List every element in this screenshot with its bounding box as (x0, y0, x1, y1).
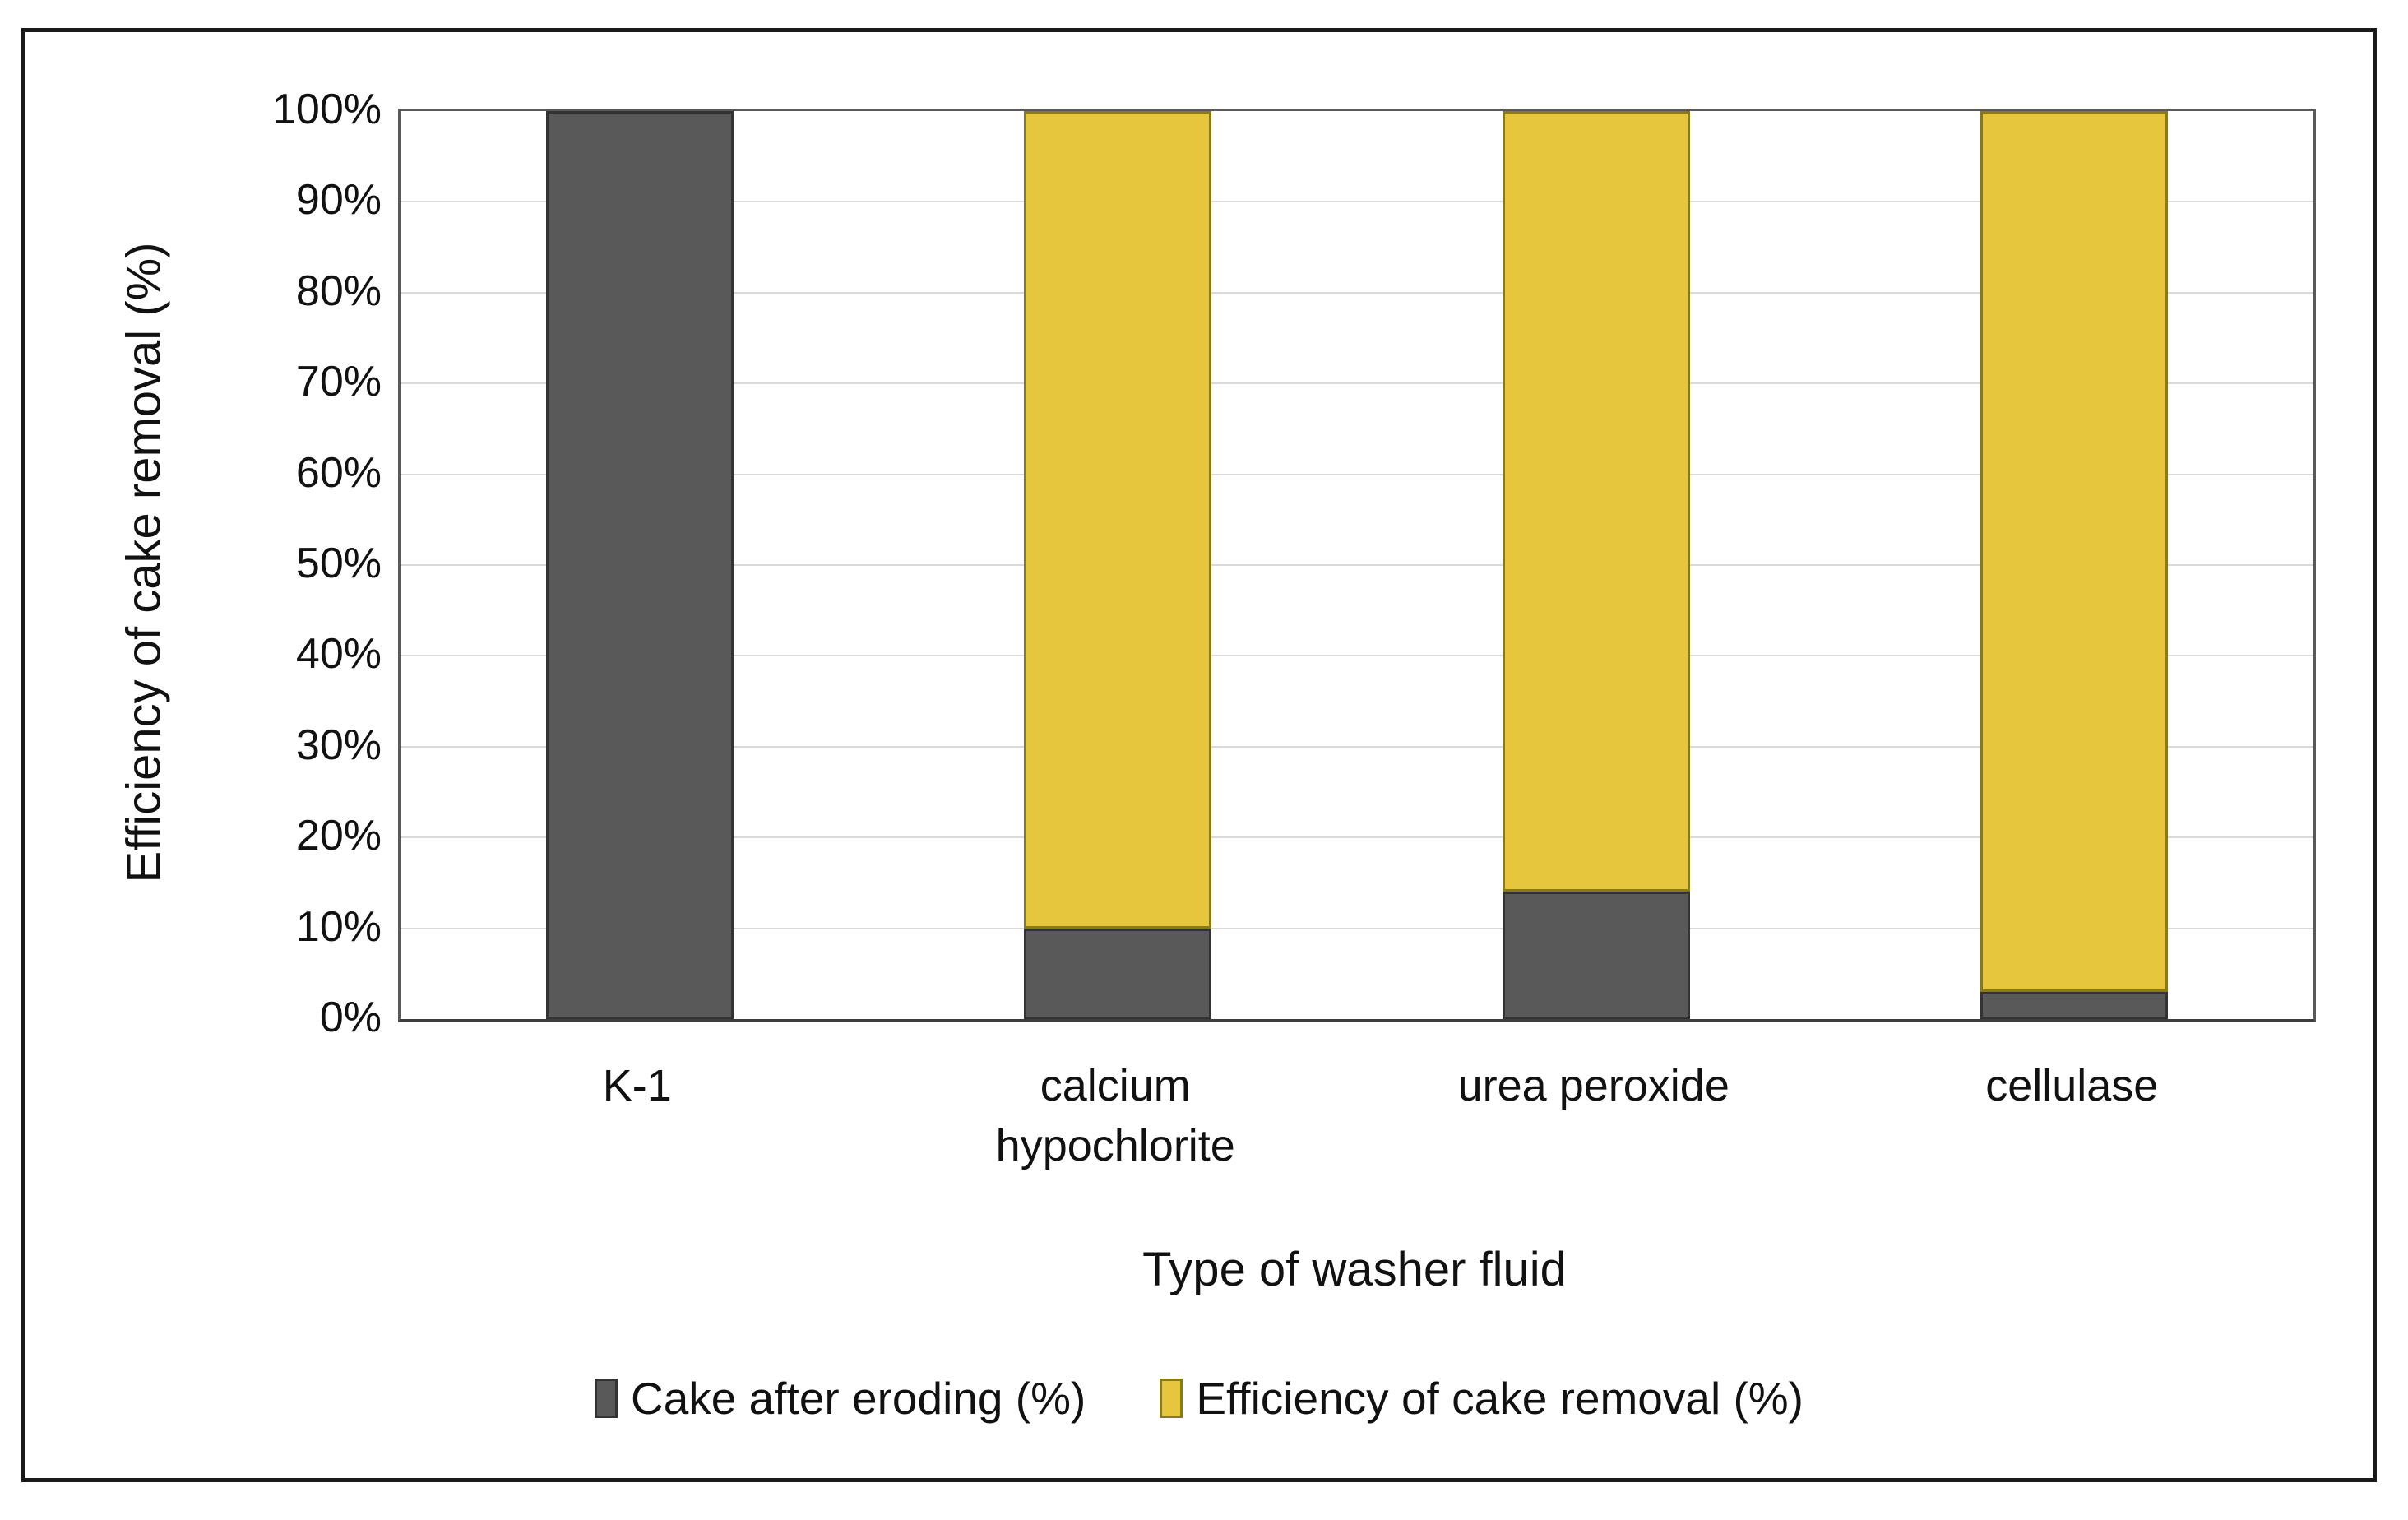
y-tick-label-90: 90% (295, 176, 382, 225)
x-category-label: calcium hypochlorite (995, 1061, 1235, 1170)
y-axis-title: Efficiency of cake removal (%) (117, 242, 171, 883)
bar-segment (1024, 111, 1212, 929)
legend: Cake after eroding (%) Efficiency of cake… (21, 1372, 2377, 1425)
bar-segment (1502, 111, 1690, 892)
gridline-40 (401, 655, 2313, 657)
y-tick-label-60: 60% (295, 448, 382, 497)
gridline-50 (401, 564, 2313, 566)
x-category-label: urea peroxide (1457, 1061, 1730, 1110)
x-category-label: K-1 (602, 1061, 672, 1110)
y-tick-label-100: 100% (272, 86, 382, 133)
legend-item: Efficiency of cake removal (%) (1160, 1372, 1804, 1425)
bar-segment (545, 111, 734, 1019)
legend-marker-swatch (1160, 1379, 1183, 1418)
gridline-10 (401, 927, 2313, 929)
y-tick-label-10: 10% (295, 902, 382, 951)
y-tick-label-0: 0% (319, 994, 382, 1041)
y-tick-label-40: 40% (295, 630, 382, 679)
x-category-label: cellulase (1985, 1061, 2159, 1110)
bar-segment (1980, 111, 2169, 992)
x-axis-title: Type of washer fluid (1142, 1243, 1567, 1296)
legend-label: Efficiency of cake removal (%) (1196, 1373, 1804, 1424)
bar-segment (1024, 928, 1212, 1019)
gridline-30 (401, 745, 2313, 748)
gridline-90 (401, 201, 2313, 203)
gridline-80 (401, 291, 2313, 294)
y-tick-label-50: 50% (295, 540, 382, 587)
y-tick-label-30: 30% (295, 721, 382, 769)
bar-segment (1502, 892, 1690, 1019)
bar-segment (1980, 991, 2169, 1019)
y-tick-label-70: 70% (295, 358, 382, 406)
legend-label: Cake after eroding (%) (631, 1373, 1086, 1424)
legend-item: Cake after eroding (%) (595, 1372, 1086, 1425)
plot-area (398, 109, 2316, 1022)
y-tick-label-20: 20% (295, 812, 382, 860)
gridline-60 (401, 473, 2313, 475)
gridline-70 (401, 382, 2313, 385)
gridline-20 (401, 836, 2313, 839)
legend-marker-swatch (595, 1379, 618, 1418)
y-tick-label-80: 80% (295, 266, 382, 315)
